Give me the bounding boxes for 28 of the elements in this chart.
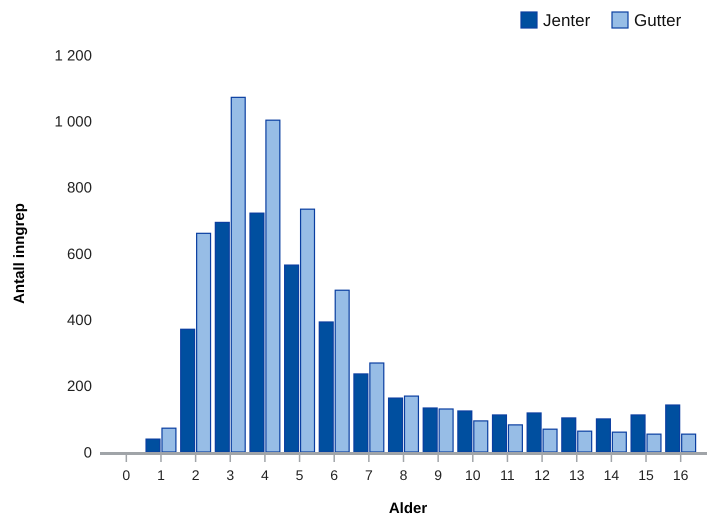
x-tick-label: 7 (364, 467, 373, 483)
x-tick-label: 3 (226, 467, 234, 483)
x-tick-label: 14 (604, 467, 620, 483)
x-tick-label: 1 (157, 467, 166, 483)
y-tick-label: 600 (66, 246, 92, 263)
legend-label: Gutter (634, 10, 682, 30)
x-tick-label: 15 (638, 467, 654, 483)
x-tick-label: 0 (122, 467, 130, 483)
x-tick-label: 5 (296, 467, 304, 483)
x-tick-label: 13 (568, 467, 585, 483)
y-axis-title: Antall inngrep (11, 203, 28, 304)
x-tick-label: 8 (400, 467, 408, 483)
legend-label: Jenter (543, 10, 591, 30)
y-tick-label: 200 (66, 378, 92, 396)
y-tick-label: 1 000 (54, 113, 92, 130)
x-tick-label: 16 (672, 467, 689, 483)
x-tick-label: 6 (330, 467, 338, 483)
x-tick-label: 12 (534, 467, 550, 483)
y-tick-label: 1 200 (54, 47, 92, 64)
x-tick-label: 4 (261, 467, 270, 483)
x-tick-label: 9 (434, 467, 442, 483)
x-axis-title: Alder (388, 500, 428, 515)
x-tick-label: 2 (192, 467, 200, 483)
x-tick-label: 10 (465, 467, 481, 483)
y-tick-label: 400 (66, 312, 92, 329)
y-tick-label: 800 (66, 180, 92, 197)
x-tick-label: 11 (500, 467, 515, 483)
y-tick-label: 0 (84, 444, 92, 462)
